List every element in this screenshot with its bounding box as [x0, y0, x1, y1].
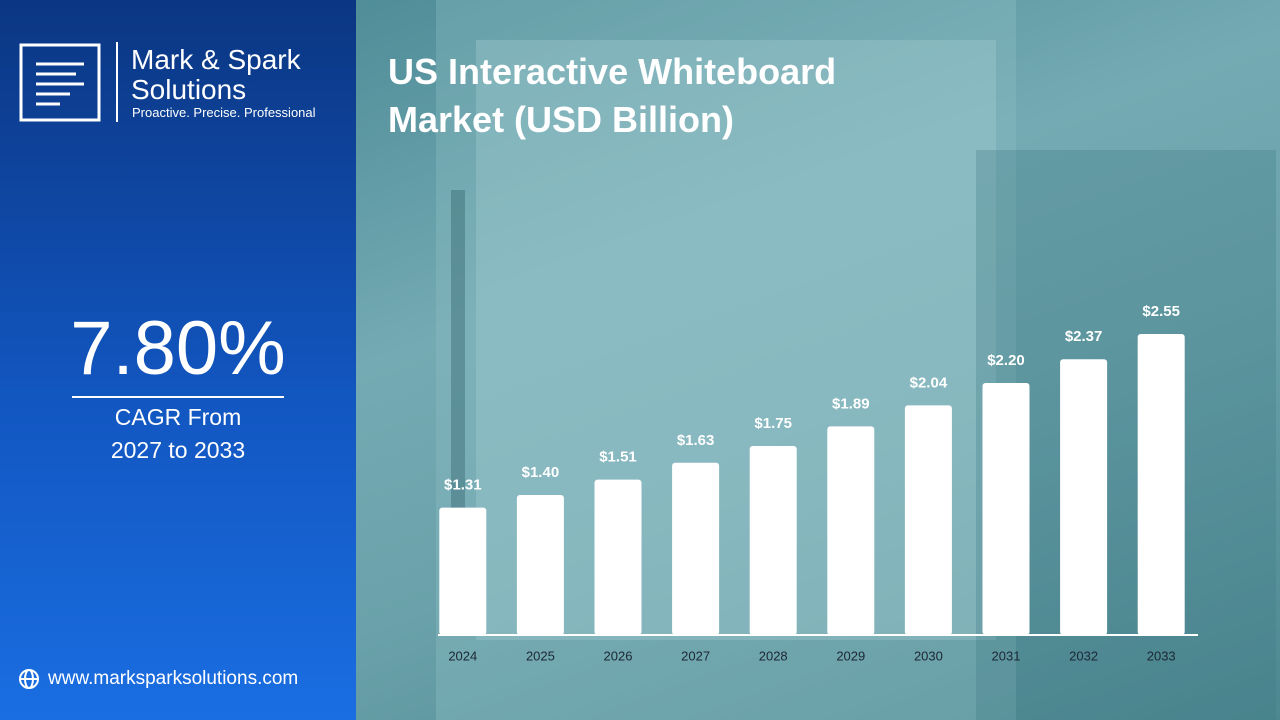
- value-label: $1.63: [677, 432, 715, 449]
- bar: [594, 479, 642, 635]
- bar: [1137, 334, 1185, 635]
- bar: [672, 462, 720, 635]
- side-graphics: [19, 42, 284, 689]
- x-tick-label: 2033: [1147, 648, 1176, 663]
- bar: [904, 405, 952, 635]
- website: www.marksparksolutions.com: [48, 668, 299, 689]
- bar: [439, 507, 487, 635]
- bar: [827, 426, 875, 635]
- value-label: $1.31: [444, 477, 482, 494]
- x-tick-label: 2032: [1069, 648, 1098, 663]
- x-tick-label: 2031: [992, 648, 1021, 663]
- cagr-label: 2027 to 2033: [110, 437, 246, 463]
- x-tick-label: 2026: [604, 648, 633, 663]
- brand-name: Mark & Spark: [131, 44, 301, 75]
- x-tick-label: 2024: [448, 648, 477, 663]
- bar: [982, 383, 1030, 635]
- value-label: $1.51: [599, 449, 637, 466]
- value-label: $2.04: [910, 374, 948, 391]
- value-label: $2.20: [987, 352, 1025, 369]
- cagr-value: 7.80%: [70, 306, 286, 391]
- value-label: $2.37: [1065, 328, 1103, 345]
- value-label: $1.75: [754, 415, 792, 432]
- x-tick-label: 2025: [526, 648, 555, 663]
- photo-background: [356, 0, 1280, 720]
- value-label: $2.55: [1142, 303, 1180, 320]
- bar: [749, 446, 797, 635]
- x-tick-label: 2030: [914, 648, 943, 663]
- x-tick-label: 2029: [836, 648, 865, 663]
- side-panel: Mark & Spark Solutions Proactive. Precis…: [0, 0, 356, 720]
- brand-tagline: Proactive. Precise. Professional: [132, 105, 316, 120]
- value-label: $1.89: [832, 395, 870, 412]
- logo-icon: [19, 43, 101, 122]
- chart-title: US Interactive Whiteboard Market (USD Bi…: [388, 51, 837, 140]
- cagr-label: CAGR From: [114, 404, 242, 430]
- photo-shapes: [436, 0, 1276, 720]
- logo-lines: [36, 62, 84, 106]
- bar: [1060, 359, 1108, 635]
- bar: [516, 495, 564, 635]
- brand-name: Solutions: [131, 74, 247, 105]
- x-tick-label: 2028: [759, 648, 788, 663]
- value-label: $1.40: [522, 464, 560, 481]
- x-tick-label: 2027: [681, 648, 710, 663]
- globe-icon: [19, 669, 39, 689]
